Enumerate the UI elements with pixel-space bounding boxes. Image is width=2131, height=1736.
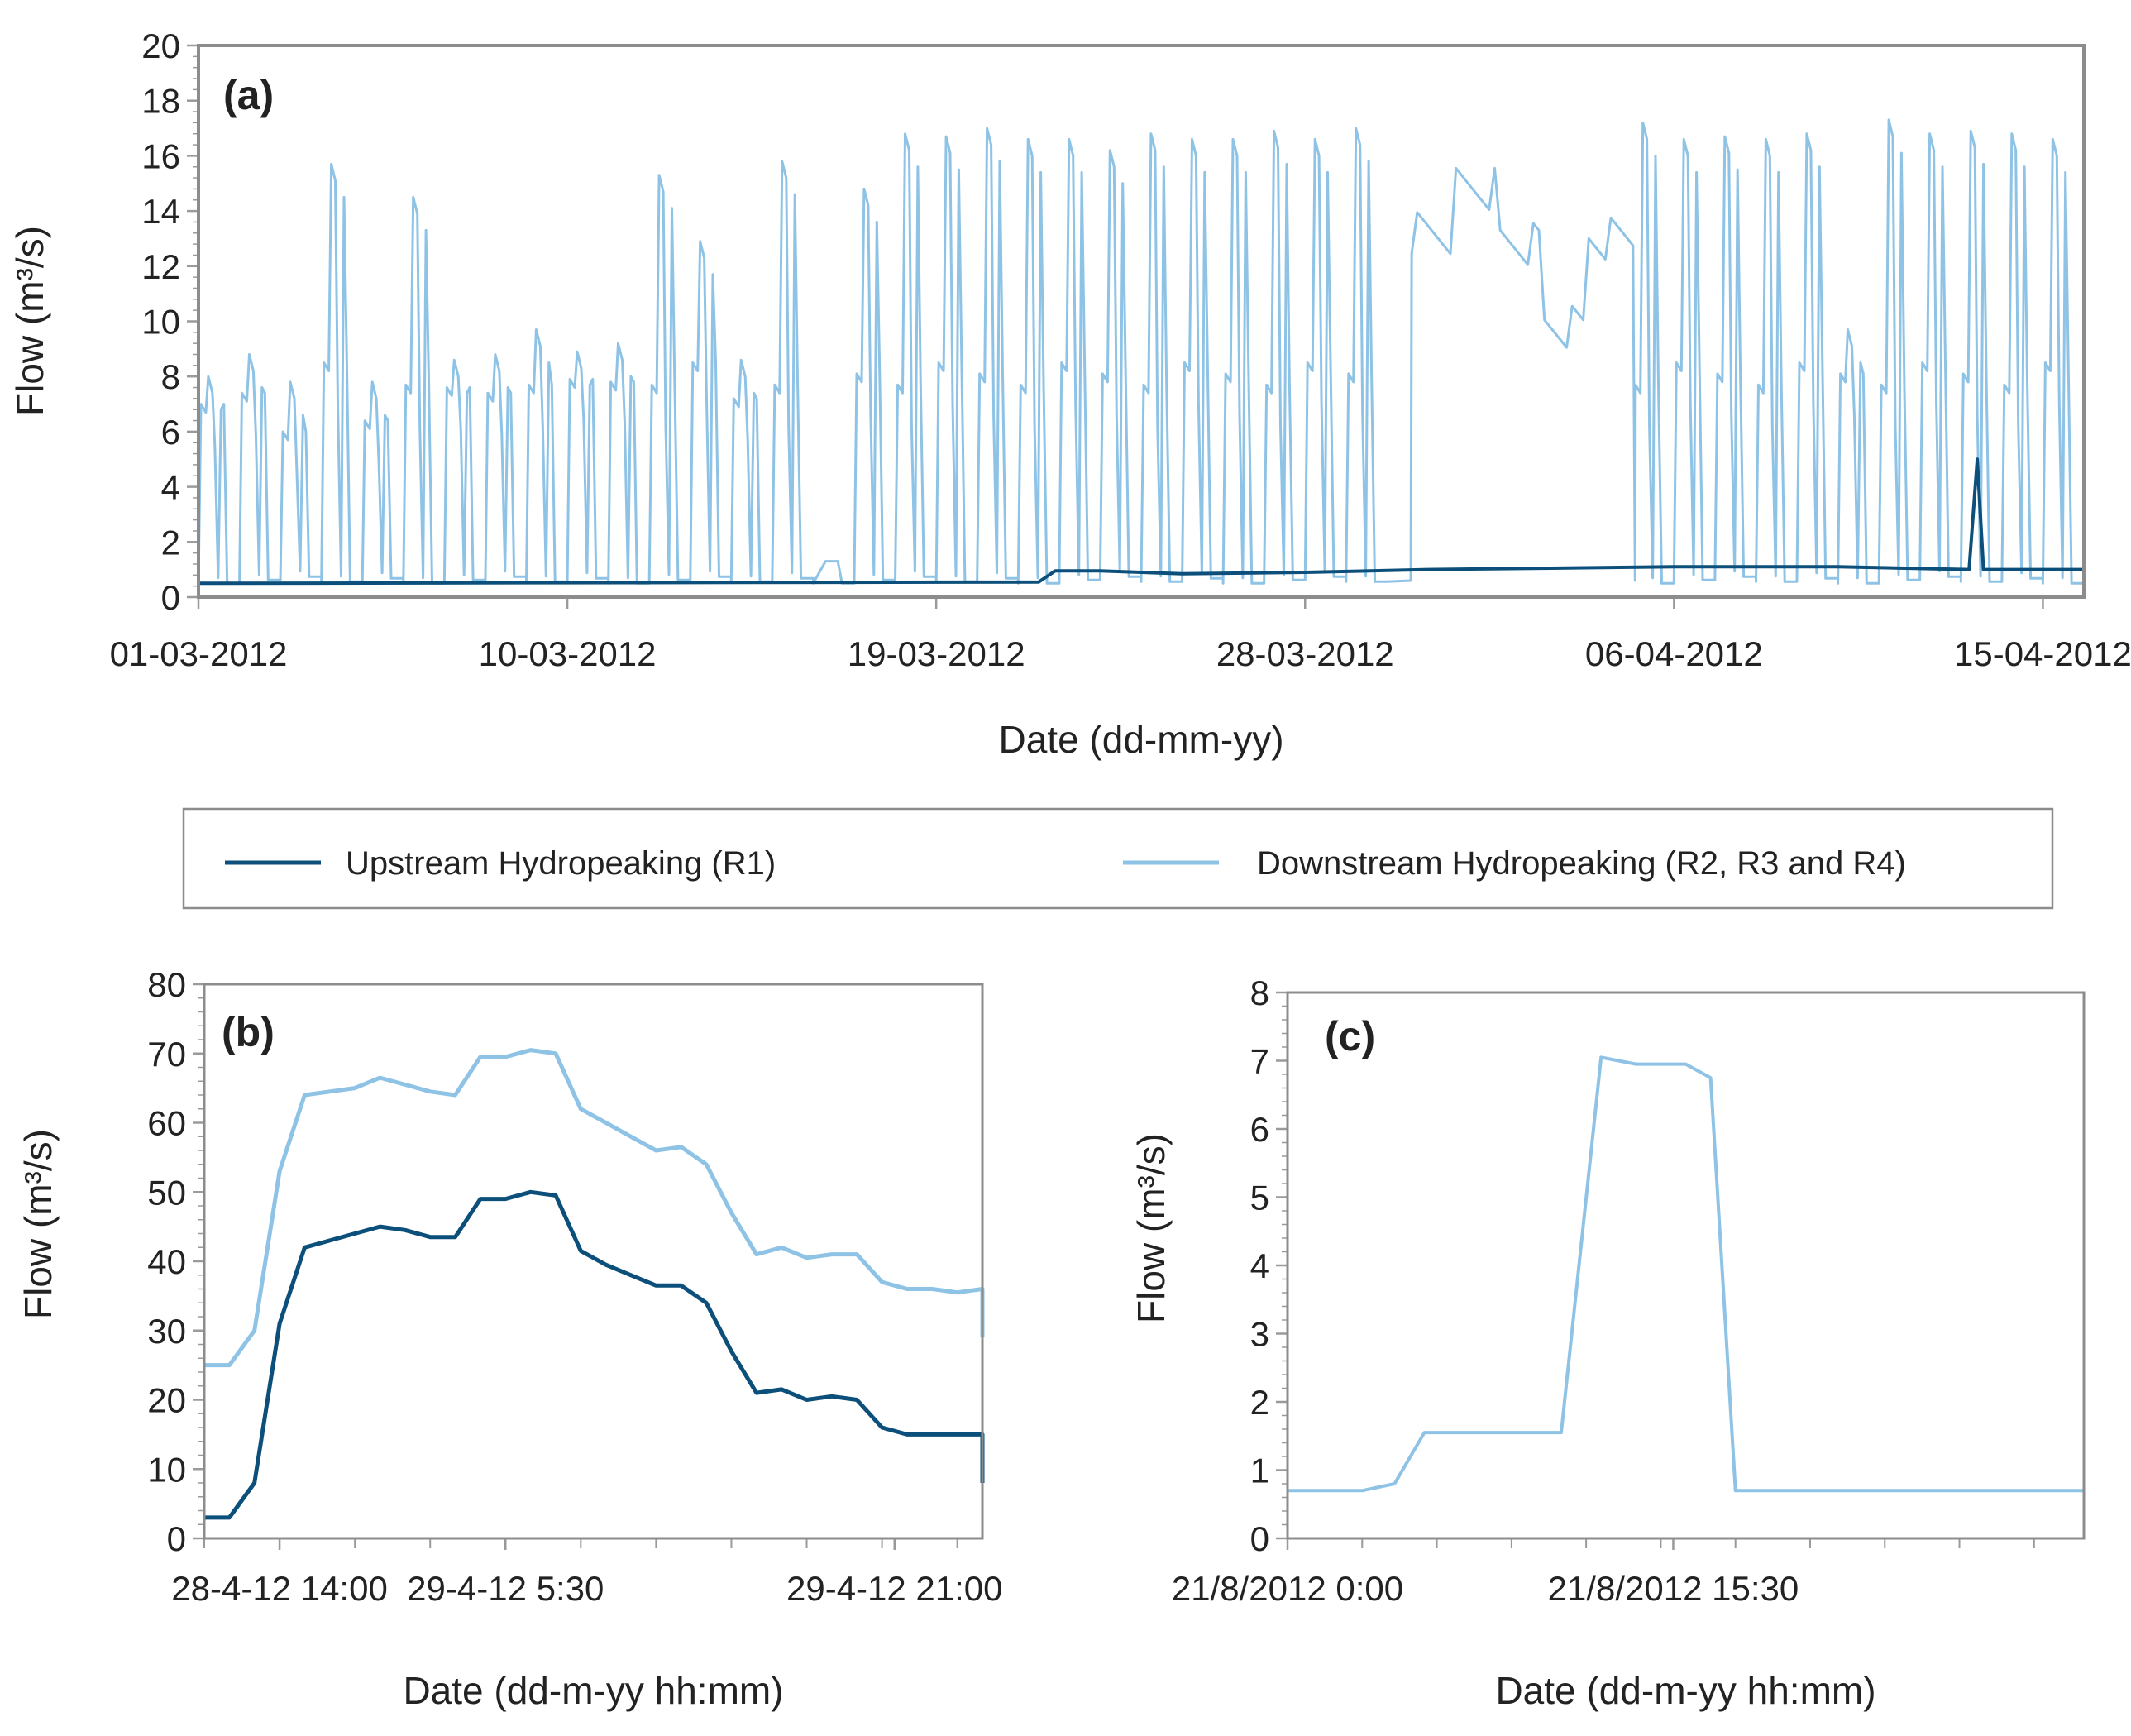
a-xtick-label-0: 01-03-2012 <box>110 634 288 673</box>
c-y-axis-title: Flow (m³/s) <box>1130 1133 1173 1323</box>
b-xtick-label-2: 29-4-12 21:00 <box>786 1569 1003 1608</box>
b-downstream-line <box>204 1048 985 1368</box>
b-x-axis-title: Date (dd-m-yy hh:mm) <box>403 1669 783 1712</box>
a-ytick-label-4: 8 <box>161 357 180 396</box>
c-ticks <box>1276 991 2035 1550</box>
c-ytick-label-3: 3 <box>1250 1315 1269 1354</box>
c-downstream-line <box>1288 1055 2084 1493</box>
a-ytick-label-10: 20 <box>141 26 180 65</box>
c-ytick-label-6: 6 <box>1250 1110 1269 1149</box>
b-ticks <box>193 983 958 1550</box>
b-ytick-label-7: 70 <box>147 1035 186 1074</box>
b-ytick-label-6: 60 <box>147 1104 186 1143</box>
c-xtick-label-0: 21/8/2012 0:00 <box>1172 1569 1403 1608</box>
b-ytick-label-5: 50 <box>147 1173 186 1212</box>
a-ytick-label-9: 18 <box>141 82 180 121</box>
a-panel-label: (a) <box>223 72 274 118</box>
b-ytick-label-2: 20 <box>147 1381 186 1420</box>
legend-box <box>182 807 2054 910</box>
c-xtick-label-1: 21/8/2012 15:30 <box>1548 1569 1799 1608</box>
a-upstream-line <box>198 457 2084 586</box>
a-xtick-label-3: 28-03-2012 <box>1216 634 1394 673</box>
b-ytick-label-4: 40 <box>147 1242 186 1281</box>
panel-a: 0 2 4 6 8 10 12 14 16 18 20 01-03-2012 10-03-2012 19-… <box>8 26 2131 761</box>
b-ytick-label-8: 80 <box>147 965 186 1004</box>
a-y-axis-title: Flow (m³/s) <box>8 226 51 416</box>
c-plot-frame <box>1286 991 2086 1540</box>
c-ytick-label-2: 2 <box>1250 1383 1269 1422</box>
c-ytick-label-5: 5 <box>1250 1179 1269 1217</box>
b-upstream-line <box>204 1189 985 1520</box>
a-ytick-label-7: 14 <box>141 192 180 231</box>
panel-b: 0 10 20 30 40 50 60 70 80 28-4-12 14:00 29-4-12 5:… <box>17 965 1003 1712</box>
a-ytick-label-2: 4 <box>161 468 180 507</box>
c-ytick-label-0: 0 <box>1250 1519 1269 1558</box>
a-ytick-label-8: 16 <box>141 136 180 175</box>
a-tick-labels: 0 2 4 6 8 10 12 14 16 18 20 01-03-2012 10-03-2012 19-… <box>110 26 2131 673</box>
a-x-axis-title: Date (dd-mm-yy) <box>998 718 1283 761</box>
a-downstream-line <box>197 118 2084 585</box>
a-xtick-label-1: 10-03-2012 <box>479 634 657 673</box>
a-xtick-label-5: 15-04-2012 <box>1954 634 2131 673</box>
c-ytick-label-1: 1 <box>1250 1451 1269 1490</box>
c-series <box>1288 1055 2084 1493</box>
legend: Upstream Hydropeaking (R1) Downstream Hy… <box>182 807 2054 910</box>
a-ytick-label-1: 2 <box>161 523 180 562</box>
b-ytick-label-3: 30 <box>147 1312 186 1351</box>
a-plot-frame <box>197 44 2086 599</box>
b-y-axis-title: Flow (m³/s) <box>17 1129 60 1319</box>
b-plot-frame <box>203 983 984 1540</box>
a-xtick-label-4: 06-04-2012 <box>1585 634 1763 673</box>
c-x-axis-title: Date (dd-m-yy hh:mm) <box>1495 1669 1875 1712</box>
c-ytick-label-8: 8 <box>1250 973 1269 1012</box>
c-ytick-label-7: 7 <box>1250 1042 1269 1081</box>
c-panel-label: (c) <box>1325 1013 1375 1059</box>
c-tick-labels: 0 1 2 3 4 5 6 7 8 21/8/2012 0:00 21/8/2012 15:30 <box>1172 973 1799 1608</box>
b-tick-labels: 0 10 20 30 40 50 60 70 80 28-4-12 14:00 29-4-12 5:… <box>147 965 1002 1608</box>
a-ytick-label-0: 0 <box>161 578 180 617</box>
b-xtick-label-1: 29-4-12 5:30 <box>407 1569 604 1608</box>
legend-label-downstream: Downstream Hydropeaking (R2, R3 and R4) <box>1257 845 1906 882</box>
a-xtick-label-2: 19-03-2012 <box>848 634 1025 673</box>
a-ytick-label-6: 12 <box>141 247 180 286</box>
a-ytick-label-3: 6 <box>161 413 180 452</box>
panel-c: 0 1 2 3 4 5 6 7 8 21/8/2012 0:00 21/8/2012 15:30 (… <box>1130 973 2086 1712</box>
a-ytick-label-5: 10 <box>141 303 180 342</box>
b-panel-label: (b) <box>222 1009 275 1055</box>
b-ytick-label-0: 0 <box>167 1519 186 1558</box>
a-series <box>197 118 2084 586</box>
c-ytick-label-4: 4 <box>1250 1246 1269 1285</box>
b-xtick-label-0: 28-4-12 14:00 <box>171 1569 388 1608</box>
b-ytick-label-1: 10 <box>147 1450 186 1489</box>
legend-label-upstream: Upstream Hydropeaking (R1) <box>346 845 776 882</box>
b-series <box>204 1048 985 1520</box>
